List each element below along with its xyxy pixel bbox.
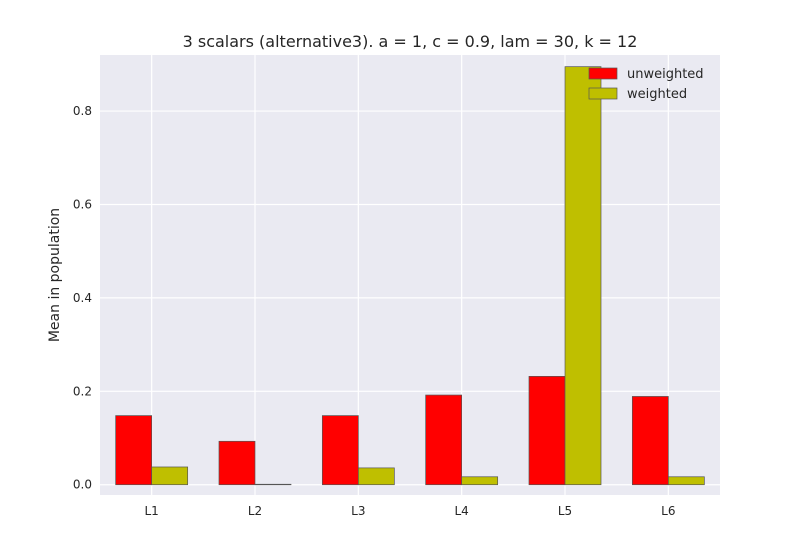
y-axis-label: Mean in population	[47, 208, 63, 342]
y-tick-label: 0.8	[73, 104, 92, 118]
bar-unweighted-L3	[321, 415, 359, 486]
y-ticks: 0.0 0.2 0.4 0.6 0.8	[73, 104, 92, 492]
x-tick-label: L2	[248, 504, 262, 518]
bar-unweighted-L4	[425, 394, 463, 486]
bar-unweighted-L1	[115, 415, 153, 486]
bar-weighted-L5	[564, 66, 602, 486]
x-tick-label: L1	[145, 504, 159, 518]
bar-weighted-L1	[151, 466, 189, 486]
bar-unweighted-L2	[218, 440, 256, 486]
legend-swatch-weighted	[588, 87, 618, 100]
x-tick-label: L5	[558, 504, 572, 518]
bar-weighted-L6	[667, 476, 705, 486]
x-tick-label: L6	[661, 504, 675, 518]
bars-group	[115, 66, 705, 486]
bar-unweighted-L5	[528, 376, 566, 486]
y-tick-label: 0.2	[73, 384, 92, 398]
bar-weighted-L3	[357, 467, 395, 486]
legend-label-unweighted: unweighted	[627, 67, 704, 82]
x-tick-label: L4	[455, 504, 469, 518]
legend-label-weighted: weighted	[627, 87, 687, 102]
x-ticks: L1 L2 L3 L4 L5 L6	[145, 504, 676, 518]
legend: unweighted weighted	[588, 67, 704, 102]
bar-weighted-L2	[254, 483, 292, 486]
chart-title: 3 scalars (alternative3). a = 1, c = 0.9…	[183, 32, 638, 51]
bar-unweighted-L6	[631, 396, 669, 486]
legend-swatch-unweighted	[588, 67, 618, 80]
y-tick-label: 0.0	[73, 478, 92, 492]
x-tick-label: L3	[351, 504, 365, 518]
y-tick-label: 0.6	[73, 197, 92, 211]
plot-area	[100, 55, 720, 495]
y-tick-label: 0.4	[73, 291, 92, 305]
bar-weighted-L4	[461, 476, 499, 486]
